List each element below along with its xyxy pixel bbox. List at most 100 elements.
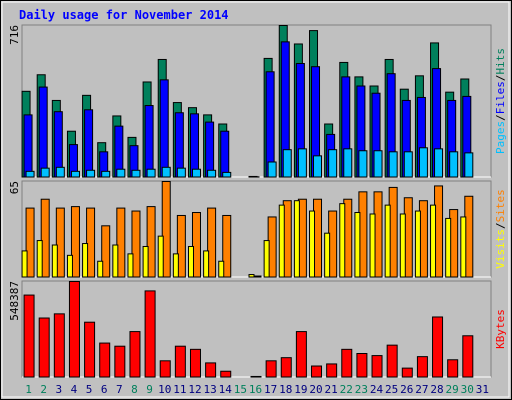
bar — [116, 168, 126, 178]
bar — [114, 345, 126, 378]
bar — [430, 204, 437, 278]
bar — [101, 225, 111, 278]
x-tick-label: 14 — [219, 383, 233, 396]
x-tick-label: 28 — [430, 383, 443, 396]
legend-separator: / — [494, 222, 507, 229]
bar — [248, 274, 255, 278]
bar — [191, 168, 201, 178]
bar — [222, 171, 232, 178]
bar — [144, 105, 154, 178]
bar — [250, 375, 262, 378]
x-tick-label: 7 — [116, 383, 123, 396]
legend: Pages/Files/Hits — [494, 48, 507, 154]
bar — [341, 348, 353, 378]
bar — [99, 342, 111, 378]
bar — [176, 214, 186, 278]
bar — [146, 206, 156, 278]
legend-separator: / — [494, 75, 507, 82]
bar — [388, 151, 398, 178]
bar — [278, 204, 285, 278]
bar — [432, 316, 444, 378]
bar — [23, 114, 33, 178]
bar — [23, 294, 35, 378]
x-tick-label: 31 — [476, 383, 489, 396]
bar — [55, 207, 65, 278]
bar — [97, 260, 104, 278]
bar — [371, 355, 383, 378]
legend-entry: Sites — [494, 189, 507, 222]
bar — [86, 207, 96, 278]
bar — [84, 321, 96, 378]
bar — [295, 331, 307, 378]
bar — [460, 216, 467, 278]
bar — [418, 147, 428, 178]
bar — [326, 363, 338, 378]
bar — [40, 167, 50, 178]
bar — [66, 254, 73, 278]
x-tick-label: 22 — [340, 383, 353, 396]
y-max-label: 65 — [8, 181, 21, 194]
x-tick-label: 1 — [25, 383, 32, 396]
legend-entry: Pages — [494, 121, 507, 154]
x-tick-label: 19 — [294, 383, 307, 396]
bar — [189, 113, 199, 178]
bar — [416, 356, 428, 378]
bar — [282, 149, 292, 178]
bar — [280, 357, 292, 378]
bar — [263, 240, 270, 278]
bar — [129, 331, 141, 378]
bar — [40, 198, 50, 278]
bar — [70, 206, 80, 278]
bar — [131, 210, 141, 278]
bar — [172, 253, 179, 278]
bar — [401, 367, 413, 378]
x-tick-label: 10 — [158, 383, 171, 396]
bar — [101, 170, 111, 178]
bar — [324, 232, 331, 278]
bar — [356, 352, 368, 378]
bar — [86, 169, 96, 178]
bar — [414, 210, 421, 278]
bar — [146, 168, 156, 178]
bar — [265, 360, 277, 378]
bar — [21, 250, 28, 278]
bar — [38, 317, 50, 378]
bar — [203, 250, 210, 278]
x-tick-label: 20 — [309, 383, 322, 396]
x-tick-label: 18 — [279, 383, 292, 396]
x-tick-label: 17 — [264, 383, 277, 396]
bar — [328, 149, 338, 178]
bar — [51, 244, 58, 278]
bar — [36, 240, 43, 278]
y-max-label: 548387 — [8, 281, 21, 321]
x-tick-label: 27 — [415, 383, 428, 396]
bar — [434, 148, 444, 178]
bar — [313, 155, 323, 178]
bar — [127, 253, 134, 278]
x-tick-label: 6 — [101, 383, 108, 396]
bar — [449, 151, 459, 178]
bar — [384, 204, 391, 278]
bar — [187, 245, 194, 278]
bar — [309, 210, 316, 278]
legend: KBytes — [494, 309, 507, 349]
bar — [220, 130, 230, 178]
bar — [358, 150, 368, 178]
x-tick-label: 25 — [385, 383, 398, 396]
legend-separator: / — [494, 114, 507, 121]
bar — [161, 181, 171, 278]
bar — [222, 214, 232, 278]
bar — [464, 152, 474, 178]
legend-entry: Hits — [494, 48, 507, 75]
x-tick-label: 8 — [131, 383, 138, 396]
bar — [174, 345, 186, 378]
bar — [311, 365, 323, 378]
bar — [265, 71, 275, 178]
bar — [220, 370, 232, 378]
x-tick-label: 26 — [400, 383, 413, 396]
bar — [293, 200, 300, 278]
bar — [218, 260, 225, 278]
x-tick-label: 12 — [188, 383, 201, 396]
